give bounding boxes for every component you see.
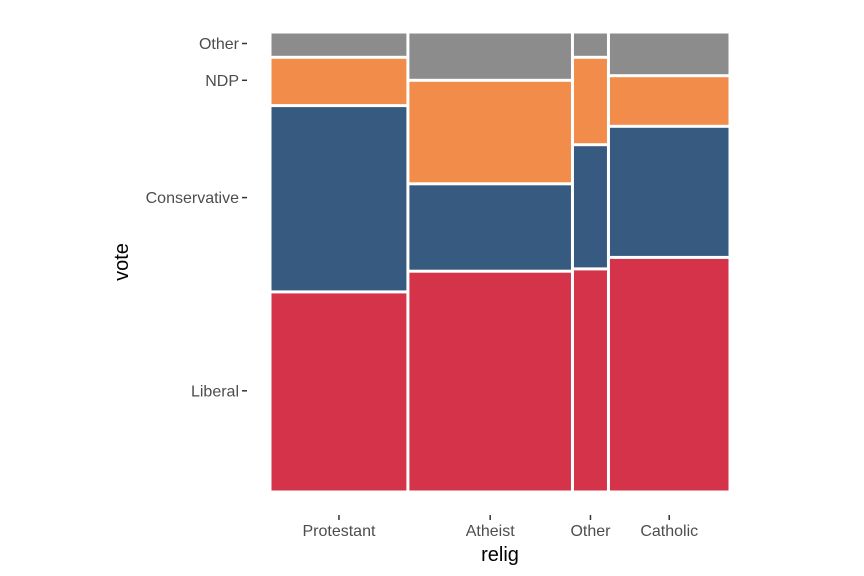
tile-protestant-liberal xyxy=(271,293,407,491)
tile-other-conservative xyxy=(573,146,607,268)
tile-other-liberal xyxy=(573,270,607,491)
tile-atheist-other xyxy=(409,33,571,79)
x-axis: Protestant Atheist Other Catholic xyxy=(302,515,698,540)
tile-protestant-conservative xyxy=(271,107,407,291)
y-axis: Liberal Conservative NDP Other xyxy=(146,36,247,400)
tile-protestant-other xyxy=(271,33,407,56)
tile-catholic-ndp xyxy=(609,77,729,125)
tile-catholic-conservative xyxy=(609,127,729,256)
y-tick-label: Liberal xyxy=(191,383,239,400)
mosaic-tiles xyxy=(271,33,729,491)
y-axis-title: vote xyxy=(111,243,133,281)
tile-atheist-ndp xyxy=(409,81,571,183)
x-tick-label: Other xyxy=(570,523,611,540)
x-axis-title: relig xyxy=(481,544,519,566)
y-tick-label: NDP xyxy=(205,73,239,90)
tile-protestant-ndp xyxy=(271,58,407,105)
y-tick-label: Conservative xyxy=(146,190,239,207)
tile-catholic-liberal xyxy=(609,258,729,491)
x-tick-label: Atheist xyxy=(466,523,515,540)
tile-atheist-liberal xyxy=(409,272,571,491)
tile-catholic-other xyxy=(609,33,729,75)
x-tick-label: Catholic xyxy=(640,523,698,540)
tile-other-ndp xyxy=(573,58,607,144)
tile-other-other xyxy=(573,33,607,56)
x-tick-label: Protestant xyxy=(302,523,375,540)
y-tick-label: Other xyxy=(199,36,240,53)
tile-atheist-conservative xyxy=(409,185,571,270)
